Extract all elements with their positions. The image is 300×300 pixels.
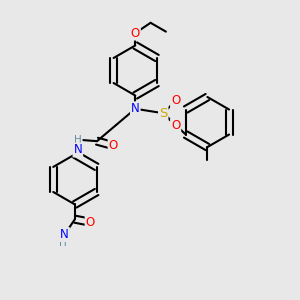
Text: O: O <box>85 216 95 229</box>
Text: H: H <box>59 238 67 248</box>
Text: O: O <box>109 139 118 152</box>
Text: S: S <box>159 107 167 120</box>
Text: H: H <box>74 135 82 145</box>
Text: N: N <box>131 102 140 115</box>
Text: N: N <box>60 228 69 241</box>
Text: N: N <box>74 143 82 157</box>
Text: O: O <box>131 27 140 40</box>
Text: O: O <box>171 119 180 132</box>
Text: O: O <box>171 94 180 107</box>
